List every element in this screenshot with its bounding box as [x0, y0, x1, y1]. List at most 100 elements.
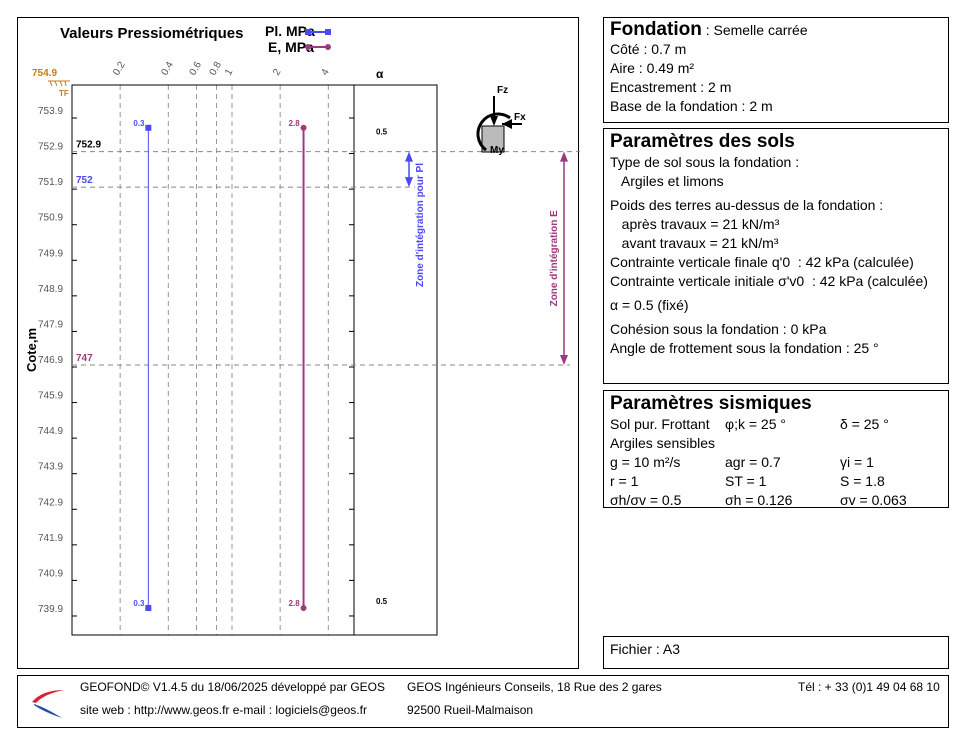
sismiques-cell: φ;k = 25 ° — [725, 416, 786, 432]
sols-line: α = 0.5 (fixé) — [610, 297, 689, 313]
sols-line: Poids des terres au-dessus de la fondati… — [610, 197, 884, 213]
fichier-panel: Fichier : A3 — [603, 636, 949, 669]
x-tick-label: 1 — [223, 67, 236, 78]
sismiques-row: σh/σv = 0.5 σh = 0.126 σv = 0.063 — [610, 491, 942, 510]
sismiques-cell: γi = 1 — [840, 454, 874, 470]
plot-frame — [71, 84, 355, 636]
y-tick-label: 743.9 — [38, 462, 63, 473]
x-tick-label: 4 — [319, 67, 332, 78]
data-point — [145, 124, 152, 131]
sismiques-cell: σh = 0.126 — [725, 492, 793, 508]
level-label: 752 — [76, 175, 93, 186]
zone-label: Zone d'intégration pour Pl — [415, 163, 426, 287]
my-label: My — [490, 145, 504, 156]
data-point — [300, 604, 307, 611]
sismiques-cell — [725, 434, 840, 453]
alpha-header: α — [376, 67, 384, 81]
alpha-column — [353, 84, 438, 636]
legend-e-label: E, MPa — [268, 39, 314, 55]
x-tick-label: 2 — [271, 67, 284, 78]
zone-label: Zone d'intégration E — [549, 210, 560, 307]
y-tick-label: 749.9 — [38, 248, 63, 259]
y-tick-label: 746.9 — [38, 355, 63, 366]
data-label: 2.8 — [289, 599, 301, 608]
sols-line: après travaux = 21 kN/m³ — [610, 216, 780, 232]
y-tick-label: 748.9 — [38, 284, 63, 295]
sismiques-cell: Argiles sensibles — [610, 435, 716, 451]
sols-line: Cohésion sous la fondation : 0 kPa — [610, 321, 827, 337]
fondation-line: Base de la fondation : 2 m — [610, 98, 773, 114]
data-point — [300, 124, 307, 131]
moment-my-icon — [476, 112, 511, 152]
level-label: 747 — [76, 353, 93, 364]
sols-line: avant travaux = 21 kN/m³ — [610, 235, 779, 251]
footer: GEOFOND© V1.4.5 du 18/06/2025 développé … — [17, 675, 949, 728]
fondation-title: Fondation — [610, 19, 702, 40]
ground-hatch-icon — [48, 80, 70, 87]
legend-e-marker — [305, 44, 311, 50]
y-tick-label: 750.9 — [38, 213, 63, 224]
fondation-panel: Fondation : Semelle carrée Côté : 0.7 m … — [603, 17, 949, 123]
y-tick-label: 742.9 — [38, 497, 63, 508]
data-label: 0.3 — [133, 599, 145, 608]
sismiques-cell: Sol pur. Frottant — [610, 416, 710, 432]
x-tick-label: 0.4 — [159, 60, 176, 78]
sismiques-row: g = 10 m²/s agr = 0.7 γi = 1 — [610, 453, 942, 472]
y-tick-label: 745.9 — [38, 391, 63, 402]
sols-line: Contrainte verticale finale q'0 : 42 kPa… — [610, 254, 914, 270]
foundation-block-icon — [481, 125, 505, 153]
y-tick-label: 752.9 — [38, 142, 63, 153]
sols-panel: Paramètres des sols Type de sol sous la … — [603, 128, 949, 384]
sismiques-title: Paramètres sismiques — [610, 393, 812, 414]
fx-label: Fx — [514, 112, 526, 123]
legend-pl-label: Pl. MPa — [265, 23, 315, 39]
y-tick-label: 744.9 — [38, 426, 63, 437]
fondation-line: Encastrement : 2 m — [610, 79, 732, 95]
footer-city: 92500 Rueil-Malmaison — [407, 703, 534, 717]
ground-tf-label: TF — [59, 89, 69, 98]
y-tick-label: 741.9 — [38, 533, 63, 544]
footer-address: GEOS Ingénieurs Conseils, 18 Rue des 2 g… — [407, 680, 662, 694]
chart-title: Valeurs Pressiométriques — [60, 25, 243, 42]
zone-arrowheads — [405, 151, 413, 188]
footer-web: site web : http://www.geos.fr e-mail : l… — [80, 703, 367, 717]
legend-e-marker — [325, 44, 331, 50]
sismiques-cell: S = 1.8 — [840, 473, 885, 489]
alpha-value: 0.5 — [376, 127, 388, 136]
y-tick-label: 753.9 — [38, 106, 63, 117]
sismiques-cell: agr = 0.7 — [725, 454, 781, 470]
y-tick-label: 739.9 — [38, 604, 63, 615]
data-label: 0.3 — [133, 119, 145, 128]
sismiques-row: r = 1 ST = 1 S = 1.8 — [610, 472, 942, 491]
sols-line: Angle de frottement sous la fondation : … — [610, 340, 879, 356]
sismiques-cell: r = 1 — [610, 473, 639, 489]
fondation-line: Côté : 0.7 m — [610, 41, 687, 57]
sismiques-cell: σh/σv = 0.5 — [610, 492, 682, 508]
sols-line: Contrainte verticale initiale σ'v0 : 42 … — [610, 273, 928, 289]
fondation-type: : Semelle carrée — [701, 22, 808, 38]
x-tick-label: 0.6 — [188, 60, 205, 78]
ground-level-label: 754.9 — [32, 68, 57, 79]
y-axis-label: Cote,m — [24, 328, 39, 372]
sismiques-panel: Paramètres sismiques Sol pur. Frottant φ;… — [603, 390, 949, 508]
y-tick-label: 740.9 — [38, 568, 63, 579]
fichier-label: Fichier : A3 — [610, 641, 681, 657]
fondation-line: Aire : 0.49 m² — [610, 60, 695, 76]
x-tick-label: 0.2 — [111, 60, 128, 78]
alpha-value: 0.5 — [376, 597, 388, 606]
sismiques-row: Sol pur. Frottant φ;k = 25 ° δ = 25 ° — [610, 415, 942, 434]
geos-logo — [32, 690, 64, 718]
fz-arrowhead-icon — [490, 116, 498, 126]
legend-pl-marker — [305, 29, 311, 35]
sismiques-row: Argiles sensibles — [610, 434, 942, 453]
sismiques-cell: δ = 25 ° — [840, 416, 889, 432]
fx-arrowhead-icon — [502, 119, 512, 129]
sols-line: Argiles et limons — [610, 173, 724, 189]
data-label: 2.8 — [289, 119, 301, 128]
legend-pl-marker — [325, 29, 331, 35]
y-tick-label: 751.9 — [38, 177, 63, 188]
sols-title: Paramètres des sols — [610, 131, 795, 152]
footer-phone: Tél : + 33 (0)1 49 04 68 10 — [798, 680, 940, 694]
sismiques-cell: ST = 1 — [725, 473, 767, 489]
